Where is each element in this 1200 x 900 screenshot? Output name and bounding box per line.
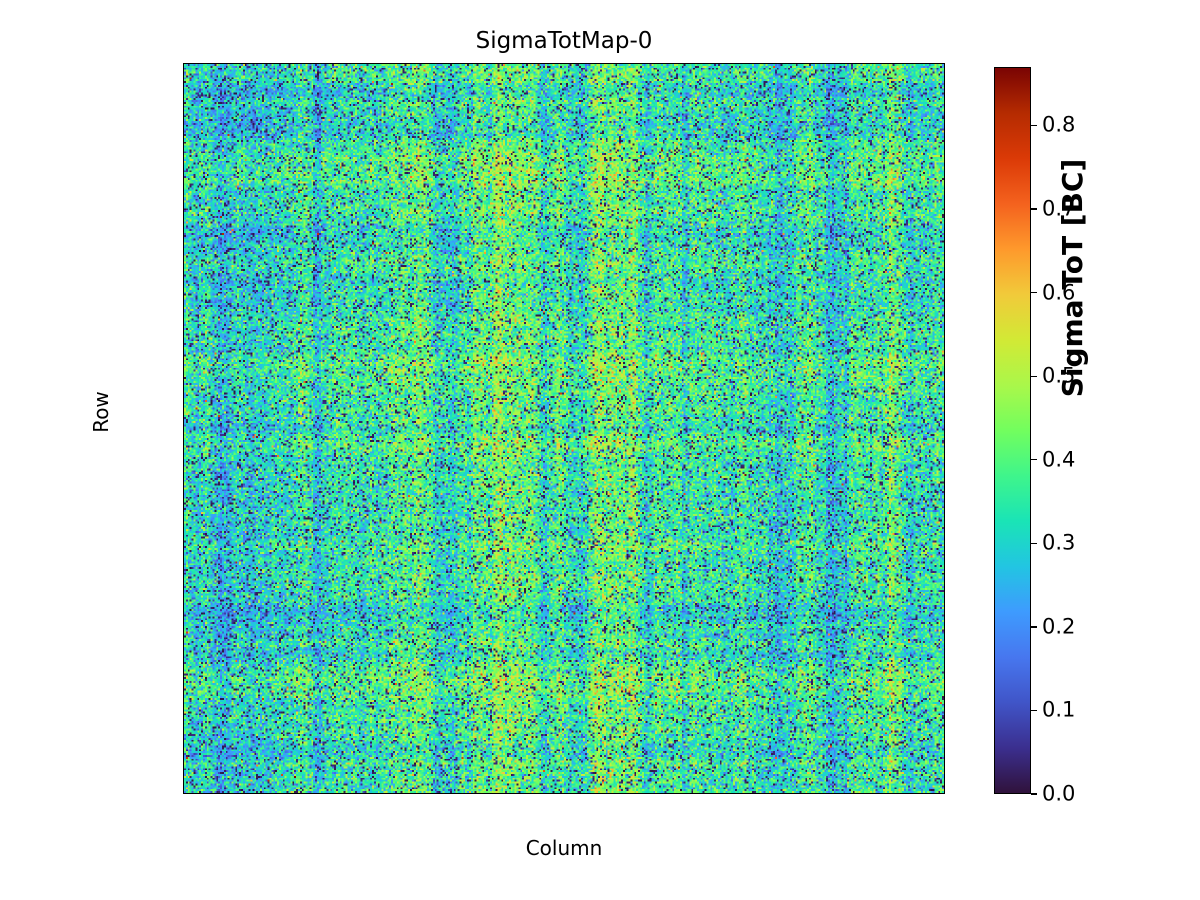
colorbar-tick-mark [1031,626,1037,628]
x-tick-mark [183,793,184,794]
heatmap-image [184,64,944,793]
colorbar-tick-mark [1031,375,1037,377]
y-tick-mark [183,128,184,129]
colorbar-tick-label: 0.5 [1042,363,1076,388]
colorbar-label: Sigma ToT [BC] [1056,158,1089,398]
colorbar-tick-mark [1031,208,1037,210]
colorbar-tick-mark [1031,124,1037,127]
heatmap-axes: 0501001502002503003500100200300 [183,63,945,794]
y-tick-mark [183,223,184,224]
colorbar-tick-mark [1031,542,1037,544]
x-axis-label: Column [525,836,603,860]
colorbar-tick-label: 0.6 [1042,280,1076,305]
colorbar-tick-mark [1031,709,1037,712]
y-tick-mark [183,699,184,700]
x-tick-mark [755,793,756,794]
y-tick-mark [183,318,184,319]
y-tick-mark [183,604,184,605]
colorbar-tick-label: 0.4 [1042,447,1076,472]
y-tick-mark [183,509,184,510]
colorbar-tick-mark [1031,793,1037,795]
chart-title: SigmaTotMap-0 [475,28,653,54]
x-tick-mark [374,793,375,794]
colorbar-tick-label: 0.1 [1042,697,1076,722]
colorbar-tick-mark [1031,459,1037,461]
x-tick-mark [564,793,565,794]
colorbar-gradient [994,67,1031,794]
colorbar: 0.0 0.1 0.2 0.3 0.4 0.5 0.6 0.7 0.8 [994,67,1075,804]
colorbar-tick-label: 0.2 [1042,614,1076,639]
colorbar-tick-label: 0.7 [1042,196,1076,221]
colorbar-tick-label: 0.8 [1042,112,1076,137]
y-tick-mark [183,414,184,415]
colorbar-tick-label: 0.0 [1042,781,1076,806]
colorbar-tick-label: 0.3 [1042,530,1076,555]
y-axis-label: Row [89,391,113,433]
colorbar-tick-mark [1031,291,1037,294]
